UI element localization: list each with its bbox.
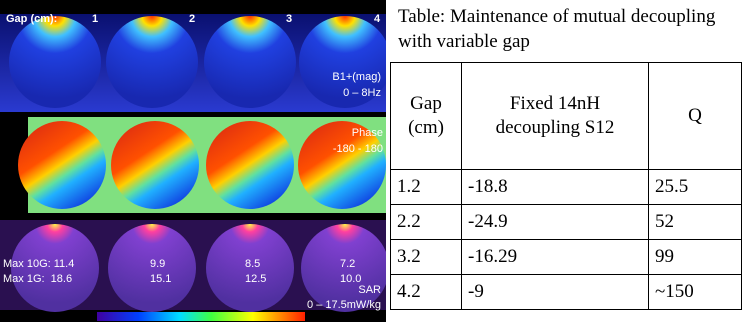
table-cell: 99: [649, 240, 742, 275]
table-cell: 1.2: [391, 170, 462, 205]
table-cell: ~150: [649, 275, 742, 310]
table-row: 4.2-9~150: [391, 275, 742, 310]
gap-value: 1: [92, 13, 98, 25]
sar-1g: 15.1: [150, 273, 171, 285]
sar-label: SAR: [358, 284, 381, 296]
table-cell: 3.2: [391, 240, 462, 275]
table-cell: -24.9: [462, 205, 649, 240]
table-cell: 52: [649, 205, 742, 240]
gap-value: 3: [286, 13, 292, 25]
data-table: Gap (cm) Fixed 14nH decoupling S12 Q 1.2…: [390, 62, 742, 310]
table-cell: 25.5: [649, 170, 742, 205]
colorbar: [97, 312, 305, 321]
sar-10g: Max 10G: 11.4: [3, 258, 74, 270]
table-cell: -18.8: [462, 170, 649, 205]
gap-value: 4: [374, 13, 381, 25]
gap-value: 2: [189, 13, 195, 25]
phase-range: -180 - 180: [333, 143, 383, 155]
sar-10g: 7.2: [340, 258, 355, 270]
header-row: Gap (cm) Fixed 14nH decoupling S12 Q: [391, 63, 742, 170]
sar-10g: 8.5: [245, 258, 260, 270]
table-cell: 2.2: [391, 205, 462, 240]
sar-10g: 9.9: [150, 258, 165, 270]
sar-range: 0 – 17.5mW/kg: [307, 299, 381, 311]
gap-label: Gap (cm):: [6, 13, 57, 25]
table-cell: 4.2: [391, 275, 462, 310]
header-cell: Fixed 14nH decoupling S12: [462, 63, 649, 170]
sar-1g: 12.5: [245, 273, 266, 285]
phase-label: Phase: [352, 127, 383, 139]
header-cell: Gap (cm): [391, 63, 462, 170]
b1-range: 0 – 8Hz: [343, 87, 381, 99]
page: {"figure": {"gap_label": "Gap (cm):", "g…: [0, 0, 749, 322]
table-cell: -16.29: [462, 240, 649, 275]
table-cell: -9: [462, 275, 649, 310]
sar-1g: Max 1G: 18.6: [3, 273, 72, 285]
header-cell: Q: [649, 63, 742, 170]
table-title: Table: Maintenance of mutual decoupling …: [398, 4, 748, 54]
figure-panel: Gap (cm): 1 2 3 4 B1+(mag) 0 – 8Hz Phase…: [0, 0, 386, 322]
b1-label: B1+(mag): [332, 71, 381, 83]
